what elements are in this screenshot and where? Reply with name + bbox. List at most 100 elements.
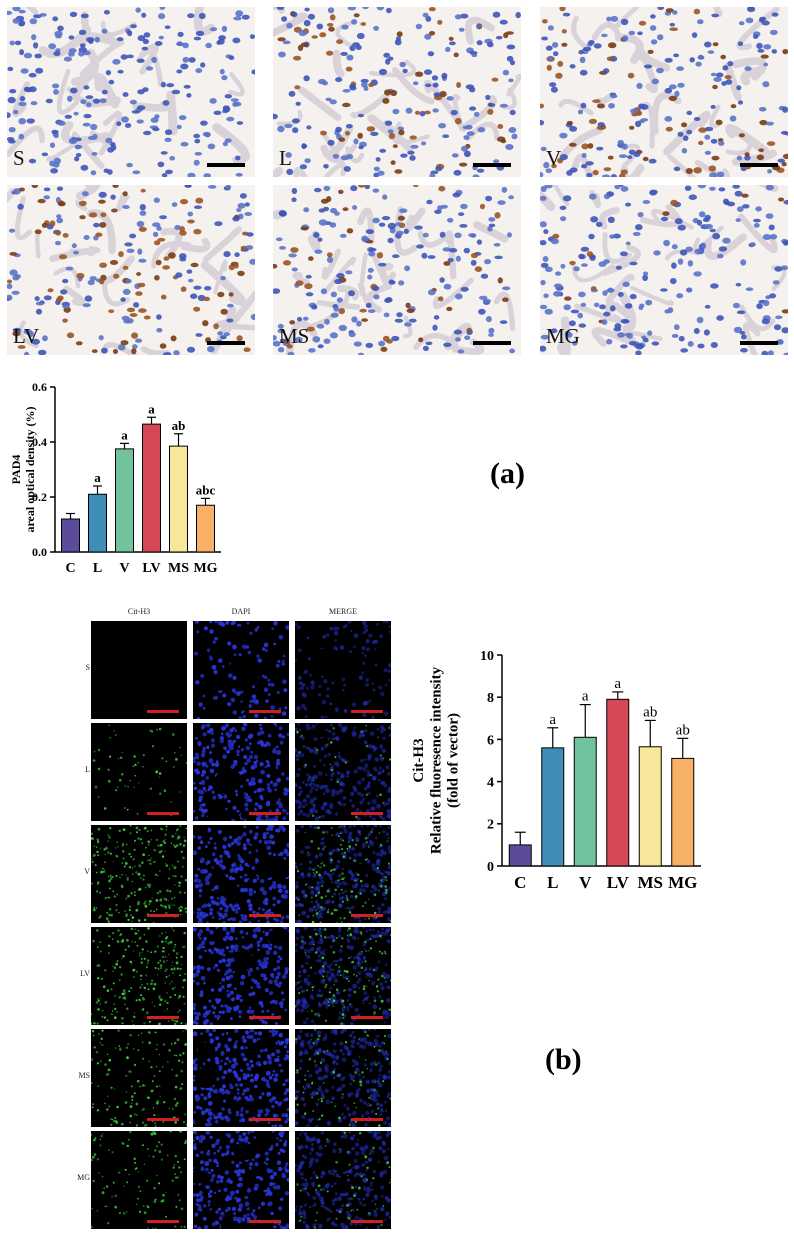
micrograph-label: LV xyxy=(13,324,40,348)
scale-bar xyxy=(147,1118,179,1121)
scale-bar xyxy=(207,341,245,345)
scale-bar xyxy=(740,341,778,345)
micrograph-label: MG xyxy=(546,324,580,348)
significance-label: ab xyxy=(172,418,186,433)
bar-l xyxy=(541,747,565,867)
significance-label: abc xyxy=(196,482,216,497)
tissue-image xyxy=(540,185,788,355)
y-tick-label: 0.0 xyxy=(32,545,47,559)
significance-label: a xyxy=(582,689,589,705)
significance-label: a xyxy=(121,427,128,442)
y-tick-label: 8 xyxy=(487,691,494,706)
bar-mg xyxy=(196,504,215,553)
bar-v xyxy=(115,448,134,553)
if-image-cit-h3-v xyxy=(91,825,187,923)
if-row-label: V xyxy=(84,867,90,876)
bar-c xyxy=(61,518,80,553)
bar-lv xyxy=(142,423,161,553)
tissue-image xyxy=(7,7,255,177)
significance-label: a xyxy=(148,401,155,416)
y-axis-label: PAD4 xyxy=(9,455,23,485)
scale-bar xyxy=(207,163,245,167)
micrograph-v: V xyxy=(540,7,788,177)
bar-c xyxy=(508,844,532,867)
tissue-image xyxy=(540,7,788,177)
y-tick-label: 0.2 xyxy=(32,490,47,504)
if-row-label: MS xyxy=(78,1071,90,1080)
significance-label: ab xyxy=(643,704,657,720)
x-tick-label: LV xyxy=(142,561,160,576)
scale-bar xyxy=(351,1016,383,1019)
scale-bar xyxy=(249,812,281,815)
if-image-merge-s xyxy=(295,621,391,719)
if-image-merge-l xyxy=(295,723,391,821)
tissue-image xyxy=(273,185,521,355)
y-axis-label: Cit-H3 xyxy=(411,738,427,782)
scale-bar xyxy=(351,1118,383,1121)
if-row-label: MG xyxy=(77,1173,90,1182)
significance-label: a xyxy=(94,470,101,485)
y-tick-label: 0.6 xyxy=(32,380,47,394)
if-image-cit-h3-lv xyxy=(91,927,187,1025)
scale-bar xyxy=(473,163,511,167)
if-image-merge-ms xyxy=(295,1029,391,1127)
x-tick-label: LV xyxy=(607,873,630,892)
bar-ms xyxy=(638,746,662,867)
x-tick-label: MS xyxy=(638,873,664,892)
micrograph-label: S xyxy=(13,146,25,170)
tissue-image xyxy=(7,185,255,355)
if-image-cit-h3-l xyxy=(91,723,187,821)
if-image-dapi-ms xyxy=(193,1029,289,1127)
y-tick-label: 2 xyxy=(487,818,494,833)
if-column-header: DAPI xyxy=(231,607,251,616)
x-tick-label: L xyxy=(547,873,558,892)
if-column-header: MERGE xyxy=(329,607,357,616)
y-tick-label: 0 xyxy=(487,860,494,875)
scale-bar xyxy=(351,710,383,713)
bar-lv xyxy=(606,698,630,867)
pad4-bar-chart: 0.0 0.2 0.4 0.6 Ca La Va LV ab MS abc MG PAD4 areal o… xyxy=(9,380,221,576)
scale-bar xyxy=(147,812,179,815)
scale-bar xyxy=(147,1016,179,1019)
scale-bar xyxy=(249,914,281,917)
micrograph-lv: LV xyxy=(7,185,255,355)
significance-label: a xyxy=(549,712,556,728)
y-tick-label: 10 xyxy=(480,649,494,664)
if-row-label: S xyxy=(85,663,90,672)
if-image-dapi-mg xyxy=(193,1131,289,1229)
if-image-merge-lv xyxy=(295,927,391,1025)
y-tick-label: 0.4 xyxy=(32,435,47,449)
y-tick-label: 6 xyxy=(487,733,494,748)
if-image-cit-h3-mg xyxy=(91,1131,187,1229)
x-tick-label: MG xyxy=(193,561,217,576)
panel-a-label: (a) xyxy=(490,457,525,490)
tissue-image xyxy=(273,7,521,177)
scale-bar xyxy=(249,710,281,713)
scale-bar xyxy=(351,812,383,815)
x-tick-label: V xyxy=(579,873,592,892)
micrograph-ms: MS xyxy=(273,185,521,355)
if-row-label: L xyxy=(85,765,90,774)
cit-h3-bar-chart: 0 2 4 6 8 10 Ca La Va LV ab MS ab MG Cit-H3 Relative fl… xyxy=(411,649,701,892)
y-axis-label: areal optical density (%) xyxy=(23,406,37,532)
micrograph-label: MS xyxy=(279,324,310,348)
scale-bar xyxy=(249,1016,281,1019)
scale-bar xyxy=(351,1220,383,1223)
x-tick-label: MS xyxy=(168,561,189,576)
x-tick-label: L xyxy=(93,561,102,576)
scale-bar xyxy=(147,1220,179,1223)
scale-bar xyxy=(147,710,179,713)
bar-ms xyxy=(169,445,188,553)
scale-bar xyxy=(249,1220,281,1223)
if-image-dapi-lv xyxy=(193,927,289,1025)
if-image-merge-mg xyxy=(295,1131,391,1229)
x-tick-label: MG xyxy=(668,873,697,892)
bar-mg xyxy=(671,757,695,867)
y-axis-label: (fold of vector) xyxy=(446,713,462,808)
if-column-header: Cit-H3 xyxy=(127,607,151,616)
x-tick-label: C xyxy=(65,561,75,576)
scale-bar xyxy=(473,341,511,345)
micrograph-label: V xyxy=(546,146,562,170)
scale-bar xyxy=(740,163,778,167)
if-image-dapi-v xyxy=(193,825,289,923)
